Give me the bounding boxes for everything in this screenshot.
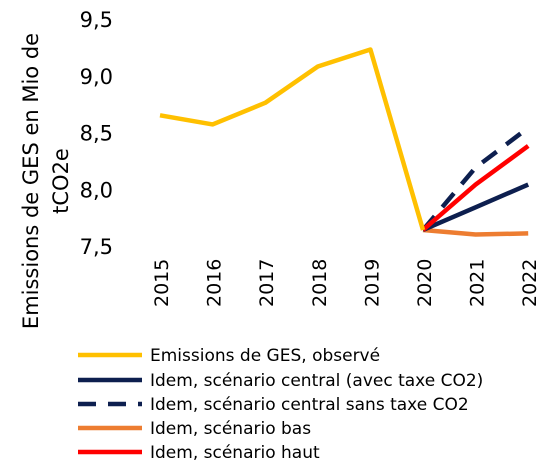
y-tick-label: 9,0: [80, 65, 113, 89]
y-tick-label: 8,5: [80, 122, 113, 146]
legend-label: Idem, scénario central sans taxe CO2: [150, 395, 469, 415]
x-tick-label: 2022: [519, 259, 541, 307]
x-tick-label: 2019: [361, 259, 383, 307]
legend: Emissions de GES, observé Idem, scénario …: [78, 346, 483, 463]
x-tick-label: 2016: [204, 259, 226, 307]
series-lines: [159, 47, 530, 237]
y-tick-label: 9,5: [80, 8, 113, 32]
series-line-2: [421, 126, 530, 232]
y-tick-labels: 7,5 8,0 8,5 9,0 9,5: [80, 8, 113, 259]
series-line-3: [422, 227, 529, 237]
x-tick-label: 2021: [467, 259, 489, 307]
y-tick-label: 7,5: [80, 235, 113, 259]
legend-label: Emissions de GES, observé: [150, 346, 380, 366]
y-axis-label-line: tCO2e: [49, 148, 73, 214]
legend-label: Idem, scénario haut: [150, 443, 320, 463]
y-axis-label-line: Emissions de GES en Mio de: [19, 33, 43, 329]
legend-label: Idem, scénario bas: [150, 419, 311, 439]
x-tick-label: 2018: [309, 259, 331, 307]
x-tick-label: 2020: [414, 259, 436, 307]
series-line-1: [422, 182, 530, 233]
series-line-4: [421, 144, 530, 232]
y-tick-label: 8,0: [80, 178, 113, 202]
x-tick-labels: 2015 2016 2017 2018 2019 2020 2021 2022: [151, 259, 541, 307]
x-tick-label: 2017: [256, 259, 278, 307]
legend-label: Idem, scénario central (avec taxe CO2): [150, 371, 483, 391]
x-tick-label: 2015: [151, 259, 173, 307]
y-axis-label: Emissions de GES en Mio de tCO2e: [19, 33, 73, 329]
series-line-0: [159, 47, 426, 231]
